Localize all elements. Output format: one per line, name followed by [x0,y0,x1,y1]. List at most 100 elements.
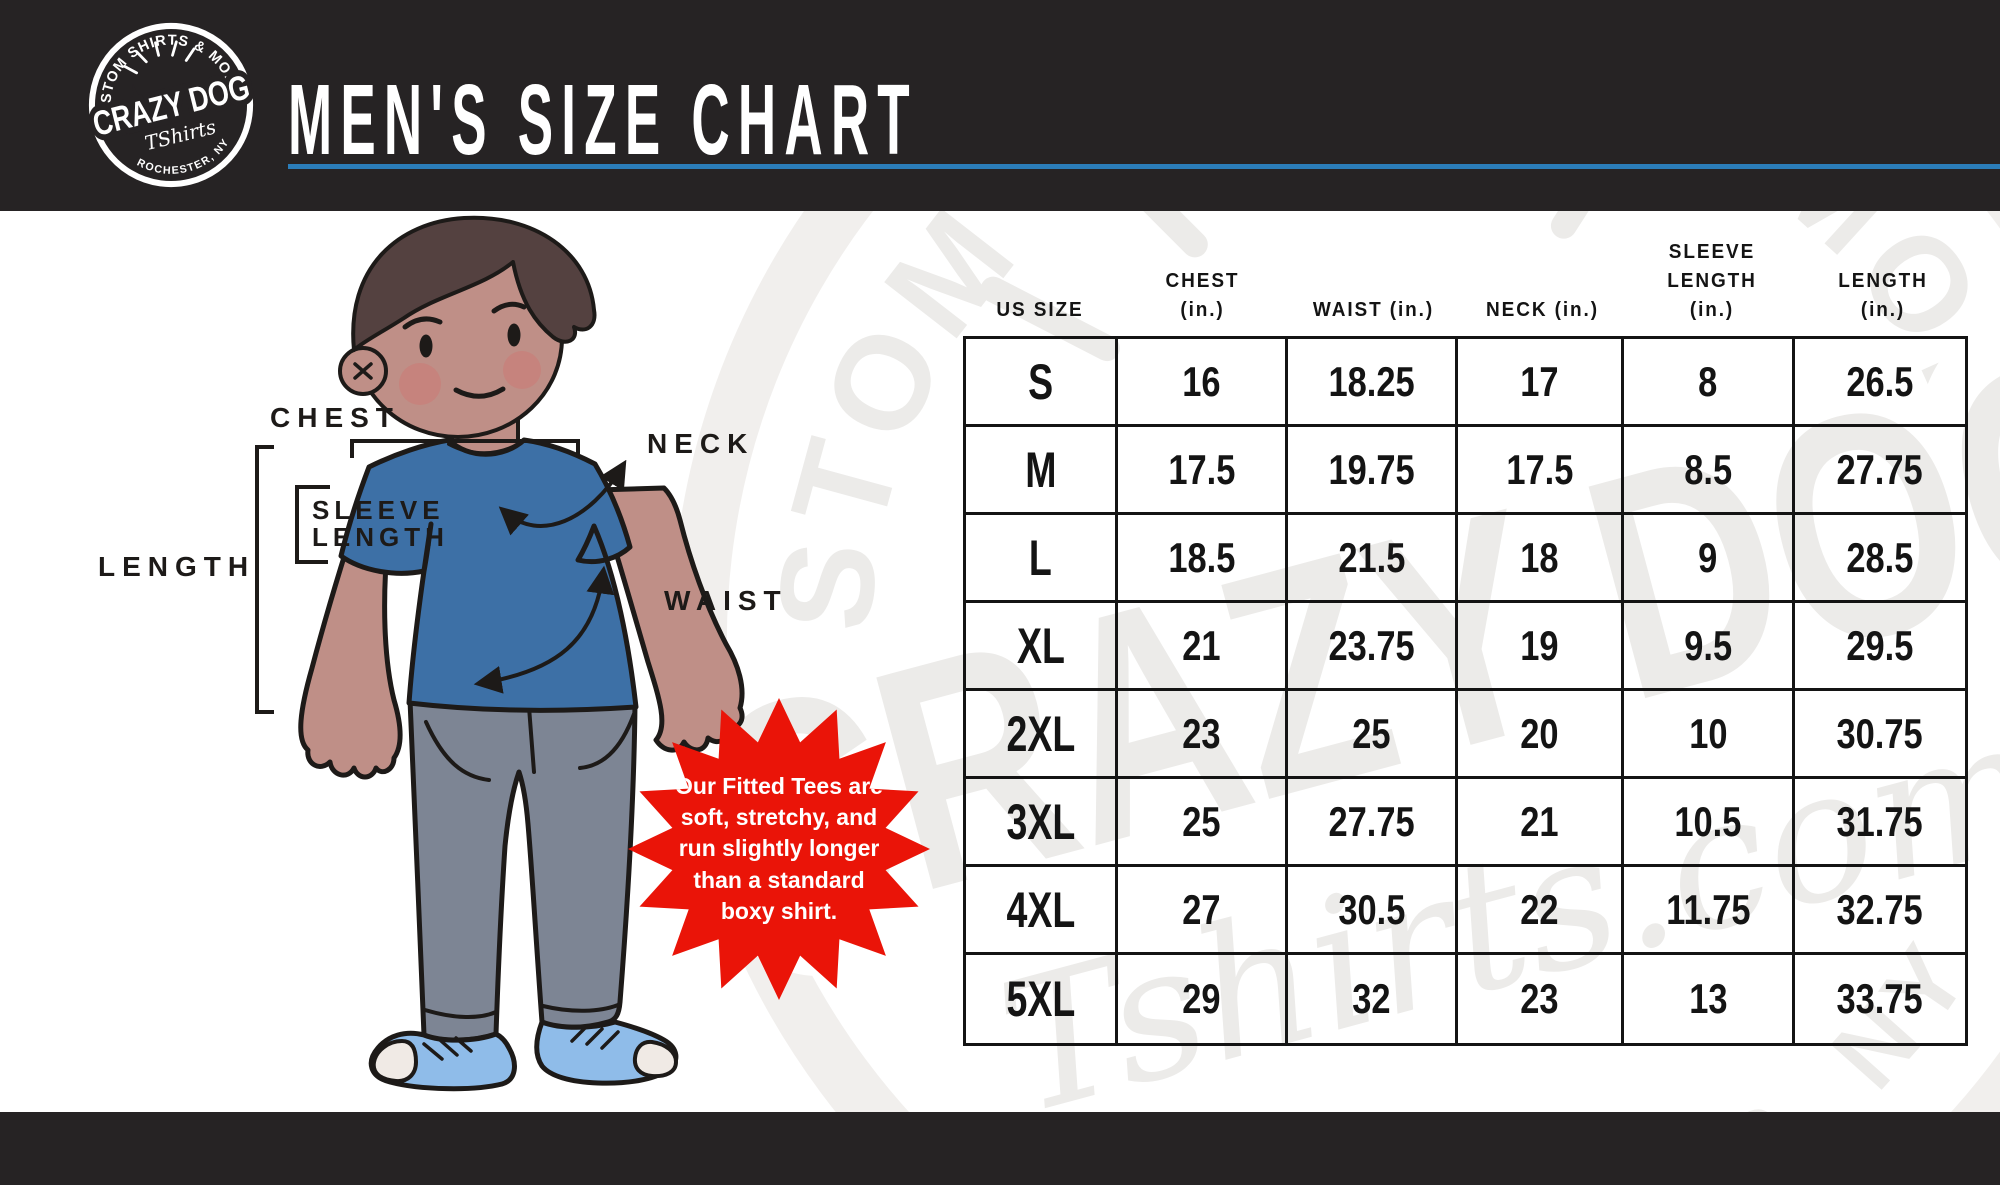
cell-size: XL [966,603,1118,688]
cell-length: 32.75 [1836,885,1924,933]
figure-cheek-left [399,363,441,405]
table-row: 2XL 23 25 20 10 30.75 [966,691,1965,779]
figure-smile [453,386,506,399]
cell-chest: 21 [1118,603,1288,688]
shoe-left-laces [422,1036,473,1061]
footer-bar [0,1112,2000,1185]
cell-sleeve: 8 [1624,339,1795,424]
cell-neck: 22 [1458,867,1624,952]
label-length: LENGTH [98,551,256,582]
shoe-left-toe-cap [371,1038,419,1084]
column-header-waist: WAIST (in.) [1312,299,1435,321]
cell-length: 30.75 [1836,709,1924,757]
neck-arrow [498,459,627,536]
badge-text: Our Fitted Tees are soft, stretchy, and … [675,772,883,924]
cell-waist: 23.75 [1288,603,1458,688]
label-neck: NECK [647,428,755,459]
table-row: XL 21 23.75 19 9.5 29.5 [966,603,1965,691]
figure-arm-right [593,485,745,753]
cell-neck: 18 [1458,515,1624,600]
ear-x-mark [353,362,373,380]
cell-neck: 20 [1458,691,1624,776]
column-header-length: LENGTH (in.) [1838,270,1928,321]
table-row: 4XL 27 30.5 22 11.75 32.75 [966,867,1965,955]
cell-waist: 18.25 [1288,339,1458,424]
table-row: M 17.5 19.75 17.5 8.5 27.75 [966,427,1965,515]
cell-size: S [966,339,1118,424]
shoe-right-laces [570,1025,620,1050]
fitted-tees-badge: Our Fitted Tees are soft, stretchy, and … [628,698,930,1000]
page-title: MEN'S SIZE CHART [288,64,918,176]
cell-size: 5XL [966,955,1118,1043]
cell-chest: 18.5 [1118,515,1288,600]
column-header-us-size: US SIZE [996,299,1084,321]
cell-sleeve: 11.75 [1624,867,1795,952]
label-waist: WAIST [664,585,788,616]
cell-neck: 21 [1458,779,1624,864]
waist-arrow [473,565,615,694]
size-table-header: US SIZE CHEST (in.) WAIST (in.) NECK (in… [963,238,1968,337]
figure-eye-left [419,334,433,358]
figure-cheek-right [503,351,541,389]
cell-sleeve: 10 [1624,691,1795,776]
cell-waist: 25 [1288,691,1458,776]
figure-eye-right [507,323,521,347]
cell-sleeve: 13 [1624,955,1795,1043]
chest-bracket [350,439,580,458]
size-table: S 16 18.25 17 8 26.5 M 17.5 19.75 17.5 8… [963,336,1968,1046]
table-row: 3XL 25 27.75 21 10.5 31.75 [966,779,1965,867]
cell-sleeve: 9.5 [1624,603,1795,688]
pants-cuff-lines [423,1003,620,1020]
cell-sleeve: 9 [1624,515,1795,600]
title-underline [288,164,2000,169]
cell-waist: 32 [1288,955,1458,1043]
label-sleeve-length: SLEEVE LENGTH [312,495,449,553]
cell-waist: 19.75 [1288,427,1458,512]
cell-length: 31.75 [1836,797,1924,845]
cell-size: L [966,515,1118,600]
column-header-sleeve-length: SLEEVE LENGTH (in.) [1667,241,1757,321]
cell-size: 4XL [966,867,1118,952]
cell-waist: 21.5 [1288,515,1458,600]
cell-sleeve: 10.5 [1624,779,1795,864]
cell-chest: 27 [1118,867,1288,952]
cell-waist: 30.5 [1288,867,1458,952]
cell-neck: 23 [1458,955,1624,1043]
logo-rays-icon [123,40,196,75]
cell-size: 2XL [966,691,1118,776]
cell-chest: 25 [1118,779,1288,864]
table-row: S 16 18.25 17 8 26.5 [966,339,1965,427]
column-header-chest: CHEST (in.) [1165,270,1240,321]
cell-sleeve: 8.5 [1624,427,1795,512]
cell-size: 3XL [966,779,1118,864]
cell-length: 33.75 [1836,975,1924,1022]
cell-neck: 17 [1458,339,1624,424]
column-header-neck: NECK (in.) [1486,299,1599,321]
cell-size: M [966,427,1118,512]
figure-eyebrows [402,301,527,330]
cell-chest: 17.5 [1118,427,1288,512]
sleeve-length-bracket [295,485,330,564]
header-bar: CUSTOM SHIRTS & MORE CRAZY DOG CRAZY DOG… [0,0,2000,211]
crazy-dog-logo: CUSTOM SHIRTS & MORE CRAZY DOG CRAZY DOG… [78,12,260,188]
table-row: 5XL 29 32 23 13 33.75 [966,955,1965,1043]
cell-neck: 17.5 [1458,427,1624,512]
cell-length: 28.5 [1846,533,1914,581]
cell-length: 27.75 [1836,445,1924,493]
cell-length: 26.5 [1846,357,1914,405]
table-row: L 18.5 21.5 18 9 28.5 [966,515,1965,603]
length-bracket [255,445,274,714]
cell-neck: 19 [1458,603,1624,688]
cell-chest: 23 [1118,691,1288,776]
shoe-right-toe-cap [632,1039,679,1079]
cell-length: 29.5 [1846,621,1914,669]
cell-waist: 27.75 [1288,779,1458,864]
logo-ring [88,22,254,188]
tshirt-collar-line [447,441,523,456]
figure-hair [351,215,597,352]
cell-chest: 16 [1118,339,1288,424]
cell-chest: 29 [1118,955,1288,1043]
label-chest: CHEST [270,402,400,433]
